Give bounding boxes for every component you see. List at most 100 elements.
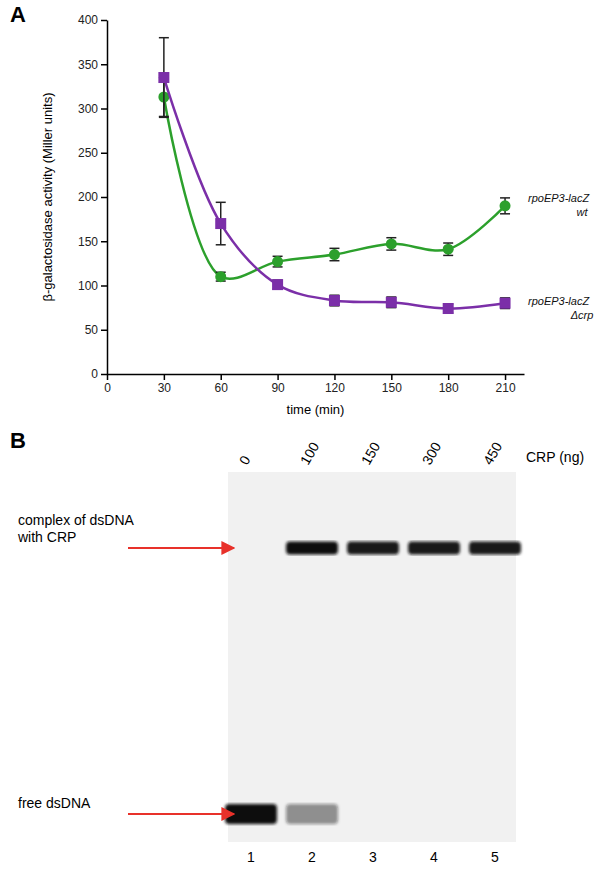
tick: 30 [158, 374, 172, 395]
marker [500, 200, 511, 211]
marker [443, 303, 454, 314]
marker [329, 249, 340, 260]
tick-label: 100 [78, 279, 98, 293]
error-bar [216, 202, 226, 244]
tick: 50 [85, 323, 107, 337]
tick-label: 50 [85, 323, 99, 337]
tick-mark [101, 64, 107, 66]
band-arrow [128, 813, 234, 815]
tick-label: 200 [78, 190, 98, 204]
tick-mark [101, 241, 107, 243]
error-cap [159, 117, 169, 119]
error-cap [329, 248, 339, 250]
series-label: rpoEP3-lacZwt [528, 192, 590, 218]
tick-mark [101, 20, 107, 22]
tick-mark [101, 108, 107, 110]
marker [272, 279, 283, 290]
error-bar [273, 256, 283, 267]
band-label: free dsDNA [18, 795, 91, 811]
series-label-line: wt [577, 206, 589, 218]
band [347, 542, 399, 555]
lane-amount: 300 [419, 439, 445, 467]
marker [329, 295, 340, 306]
tick-mark [448, 374, 450, 380]
y-axis-title: β-galactosidase activity (Miller units) [40, 92, 55, 301]
error-cap [443, 255, 453, 257]
tick-label: 250 [78, 146, 98, 160]
tick: 150 [78, 235, 107, 249]
tick-mark [107, 374, 109, 380]
tick: 180 [439, 374, 459, 395]
error-bar [386, 238, 396, 250]
tick: 210 [496, 374, 516, 395]
error-cap [500, 213, 510, 215]
gel-background [228, 472, 516, 842]
tick: 120 [325, 374, 345, 395]
tick-label: 90 [271, 381, 285, 395]
lane-number: 5 [491, 849, 499, 865]
tick-label: 30 [158, 381, 172, 395]
band-label-line: with CRP [17, 529, 76, 545]
tick-mark [220, 374, 222, 380]
series-label: rpoEP3-lacZΔcrp [528, 295, 593, 321]
tick-label: 210 [496, 381, 516, 395]
tick-label: 0 [104, 381, 111, 395]
tick-label: 300 [78, 102, 98, 116]
error-bar [386, 297, 396, 308]
series [158, 78, 510, 283]
tick-mark [391, 374, 393, 380]
tick: 60 [215, 374, 229, 395]
error-bar [500, 298, 510, 309]
error-bar [329, 295, 339, 306]
tick-label: 350 [78, 58, 98, 72]
marker [386, 297, 397, 308]
tick: 100 [78, 279, 107, 293]
tick-mark [101, 285, 107, 287]
marker [215, 271, 226, 282]
error-bar [159, 38, 169, 118]
error-bar [443, 243, 453, 255]
panel-title: B [10, 428, 26, 453]
tick: 350 [78, 58, 107, 72]
plot-area [158, 38, 510, 314]
tick-label: 120 [325, 381, 345, 395]
tick-label: 0 [91, 367, 98, 381]
gel-bands [225, 542, 521, 825]
lane-number: 4 [430, 849, 438, 865]
marker [386, 238, 397, 249]
x-axis: 0306090120150180210 [104, 374, 524, 395]
gel-axis-title: CRP (ng) [526, 449, 584, 465]
error-cap [500, 197, 510, 199]
band [408, 542, 460, 555]
tick-label: 150 [78, 235, 98, 249]
tick-label: 400 [78, 13, 98, 27]
marker [500, 298, 511, 309]
marker [443, 244, 454, 255]
tick-mark [101, 153, 107, 155]
y-axis: 0 50 100 150 200 250 300 350 400 [78, 13, 108, 381]
tick-mark [334, 374, 336, 380]
error-cap [386, 237, 396, 239]
band-label: complex of dsDNAwith CRP [17, 512, 135, 545]
band [469, 542, 521, 555]
x-axis-title: time (min) [287, 402, 345, 417]
panel-title: A [10, 2, 26, 27]
figure: A 0 50 100 150 200 250 300 350 4000 30 60 90 120 150 18… [0, 0, 600, 872]
lane-amount: 450 [480, 439, 506, 467]
series [158, 38, 510, 314]
tick: 300 [78, 102, 107, 116]
tick-mark [101, 330, 107, 332]
tick-mark [164, 374, 166, 380]
series-label-line: rpoEP3-lacZ [528, 295, 590, 307]
tick-mark [277, 374, 279, 380]
marker [215, 218, 226, 229]
marker [272, 256, 283, 267]
lane-number: 2 [308, 849, 316, 865]
error-cap [443, 242, 453, 244]
series-line [164, 97, 505, 279]
tick: 400 [78, 13, 107, 27]
tick-label: 60 [215, 381, 229, 395]
error-cap [159, 37, 169, 39]
tick-mark [101, 374, 107, 376]
error-bar [329, 248, 339, 260]
